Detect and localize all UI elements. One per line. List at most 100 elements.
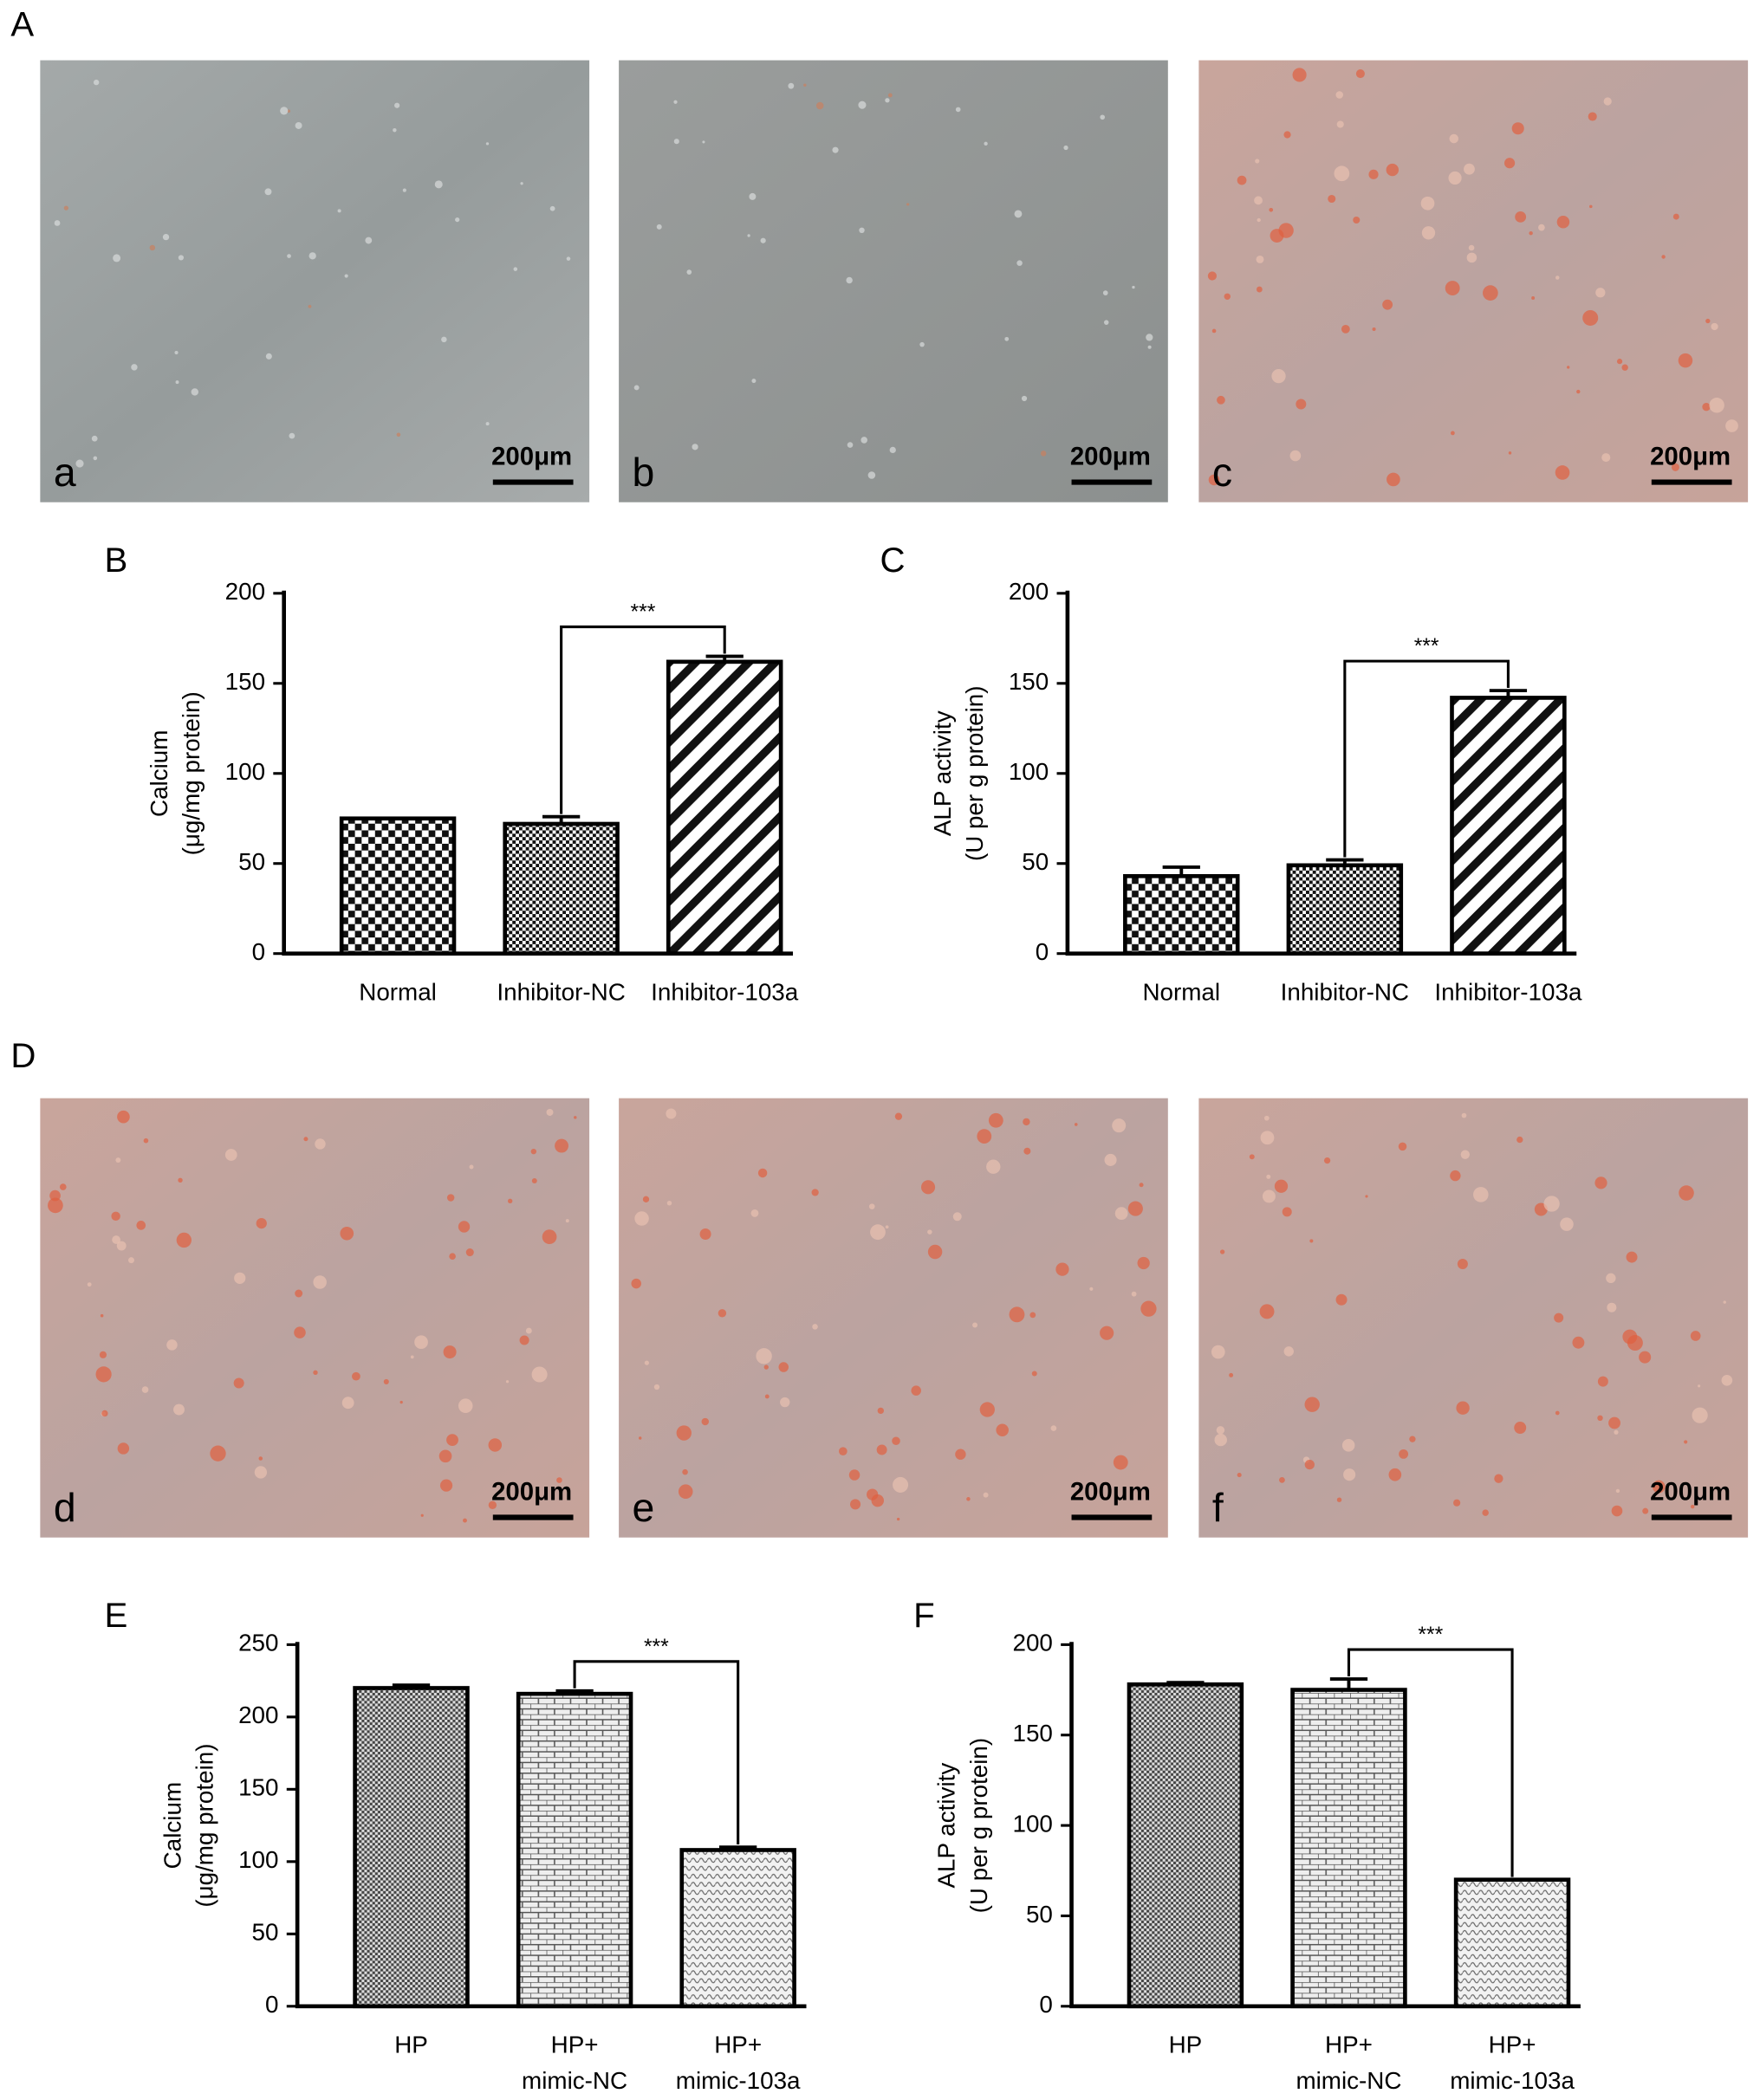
cell-spot <box>1614 1429 1619 1435</box>
cell-spot <box>438 1449 452 1463</box>
cell-spot <box>1271 369 1286 384</box>
cell-spot <box>1260 1131 1275 1145</box>
panel-label: C <box>880 541 906 580</box>
cell-spot <box>1023 1118 1030 1126</box>
cell-spot <box>1343 1468 1356 1481</box>
cell-spot <box>892 1436 900 1446</box>
x-tick-label: mimic-103a <box>676 2067 801 2094</box>
cell-spot <box>701 1417 710 1426</box>
cell-spot <box>1621 364 1628 371</box>
cell-spot <box>1721 1374 1733 1386</box>
y-axis-label: (μg/mg protein) <box>178 691 205 855</box>
panel-label: F <box>913 1596 935 1635</box>
cell-spot <box>1336 1497 1342 1502</box>
cell-spot <box>1555 275 1560 280</box>
cell-spot <box>896 1517 900 1521</box>
cell-spot <box>1014 210 1023 218</box>
bar <box>503 821 620 956</box>
cell-spot <box>315 1138 326 1150</box>
image-label: d <box>54 1485 76 1530</box>
cell-spot <box>986 1159 1001 1174</box>
cell-spot <box>485 422 490 426</box>
micrograph <box>40 1098 590 1538</box>
cell-spot <box>1671 463 1679 471</box>
cell-spot <box>113 254 121 262</box>
cell-spot <box>1341 1439 1355 1452</box>
cell-spot <box>877 1407 884 1415</box>
cell-spot <box>859 227 865 234</box>
cell-spot <box>63 205 69 211</box>
cell-spot <box>634 1211 649 1226</box>
cell-spot <box>955 107 961 113</box>
scale-bar-label: 200μm <box>491 1477 572 1506</box>
cell-spot <box>434 180 443 189</box>
cell-spot <box>1572 1336 1585 1349</box>
cell-spot <box>1089 1287 1094 1291</box>
x-tick-label: mimic-NC <box>1296 2067 1401 2094</box>
cell-spot <box>1450 1170 1461 1182</box>
y-tick-label: 100 <box>238 1846 278 1873</box>
x-tick-label: HP+ <box>551 2032 599 2058</box>
error-bar <box>542 814 581 824</box>
cell-spot <box>1365 1195 1368 1198</box>
cell-spot <box>747 234 750 237</box>
cell-spot <box>887 93 893 98</box>
cell-spot <box>1029 1312 1036 1319</box>
cell-spot <box>1652 1480 1666 1494</box>
scale-bar-label: 200μm <box>491 442 572 470</box>
cell-spot <box>1711 322 1718 331</box>
micrograph <box>1198 60 1749 502</box>
cell-spot <box>162 233 170 241</box>
cell-spot <box>441 336 447 343</box>
cell-spot <box>1603 97 1612 106</box>
cell-spot <box>867 471 876 479</box>
y-tick-label: 0 <box>265 1991 278 2018</box>
cell-spot <box>1208 474 1220 486</box>
x-tick-label: Inhibitor-NC <box>1281 978 1409 1005</box>
cell-spot <box>112 1235 120 1244</box>
y-tick-label: 0 <box>1039 1991 1052 2018</box>
cell-spot <box>1529 230 1533 236</box>
cell-spot <box>542 1229 557 1245</box>
cell-spot <box>849 1499 861 1510</box>
cell-spot <box>1127 1201 1143 1216</box>
y-tick-label: 200 <box>1009 578 1049 605</box>
cell-spot <box>1341 324 1350 334</box>
y-axis-label: Calcium <box>159 1782 185 1869</box>
cell-spot <box>566 256 571 261</box>
cell-spot <box>1482 1509 1489 1516</box>
cell-spot <box>839 1447 848 1456</box>
cell-spot <box>1642 1507 1649 1514</box>
cell-spot <box>1114 1207 1128 1221</box>
cell-spot <box>858 100 867 109</box>
cell-spot <box>294 1326 306 1338</box>
cell-spot <box>893 1476 909 1493</box>
x-tick-label: Normal <box>1142 978 1220 1005</box>
cell-spot <box>1278 223 1294 238</box>
cell-spot <box>678 1484 693 1500</box>
cell-spot <box>115 1157 121 1163</box>
cell-spot <box>99 1351 107 1358</box>
significance-bracket <box>1343 659 1510 858</box>
cell-spot <box>1211 1345 1225 1359</box>
cell-spot <box>513 267 518 271</box>
cell-spot <box>136 1221 146 1230</box>
cell-spot <box>1256 286 1263 293</box>
significance-bracket <box>1347 1648 1514 1877</box>
cell-spot <box>1147 345 1152 349</box>
y-tick-label: 100 <box>1009 758 1049 785</box>
significance-bracket <box>560 625 726 814</box>
cell-spot <box>1606 1273 1616 1284</box>
cell-spot <box>265 353 272 360</box>
y-tick-label: 150 <box>238 1774 278 1801</box>
cell-spot <box>455 217 460 223</box>
cell-spot <box>546 1109 554 1116</box>
cell-spot <box>1672 213 1679 220</box>
image-label: a <box>54 450 76 495</box>
cell-spot <box>295 1289 303 1298</box>
cell-spot <box>143 1138 149 1144</box>
cell-spot <box>1622 1329 1638 1345</box>
x-tick-label: Inhibitor-NC <box>497 978 625 1005</box>
y-axis-label: (U per g protein) <box>965 1738 992 1914</box>
cell-spot <box>1031 1371 1037 1377</box>
